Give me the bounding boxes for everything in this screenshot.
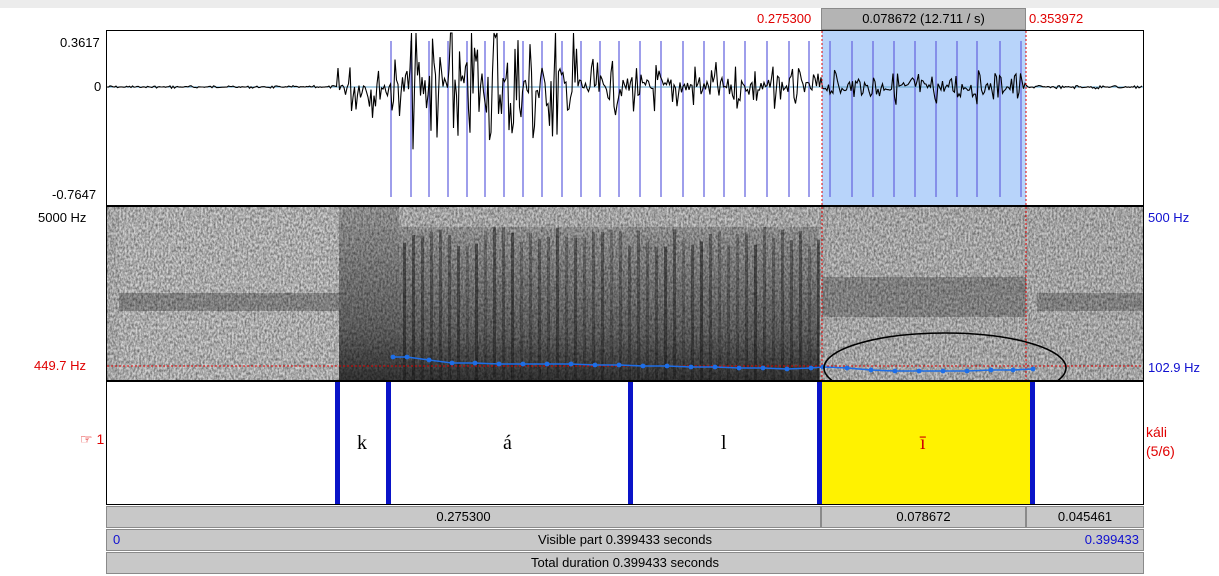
pitch-point: [426, 357, 432, 363]
pitch-point: [520, 361, 526, 367]
waveform-max-label: 0.3617: [60, 35, 100, 50]
pitch-point: [940, 368, 946, 374]
pitch-point: [544, 361, 550, 367]
interval-label-i[interactable]: ī: [920, 432, 926, 454]
pitch-point: [472, 360, 478, 366]
pitch-point: [664, 363, 670, 369]
tier-count-label: (5/6): [1146, 443, 1175, 459]
pitch-point: [592, 362, 598, 368]
visible-end-label: 0.399433: [1084, 532, 1139, 547]
pitch-point: [916, 368, 922, 374]
pitch-point: [712, 364, 718, 370]
pitch-point: [760, 365, 766, 371]
pitch-point: [1010, 367, 1016, 373]
tier-name-label: káli: [1146, 424, 1168, 440]
pitch-point: [784, 366, 790, 372]
waveform-zero-label: 0: [94, 79, 102, 94]
visible-part-bar[interactable]: 0 Visible part 0.399433 seconds 0.399433: [106, 529, 1144, 551]
waveform-selection-highlight: [822, 31, 1026, 205]
duration-before-bar[interactable]: 0.275300: [106, 506, 821, 528]
boundary-4[interactable]: [817, 382, 822, 504]
boundary-3[interactable]: [628, 382, 633, 504]
visible-part-label: Visible part 0.399433 seconds: [538, 532, 712, 547]
spectrogram-panel[interactable]: [106, 206, 1144, 381]
duration-after-bar[interactable]: 0.045461: [1026, 506, 1144, 528]
annotation-ellipse: [823, 332, 1067, 380]
pitch-point: [404, 354, 410, 360]
pitch-point: [568, 361, 574, 367]
pitch-point: [868, 367, 874, 373]
selection-end-label: 0.353972: [1029, 11, 1084, 26]
selection-duration-label: 0.078672 (12.711 / s): [862, 11, 985, 26]
waveform-min-label: -0.7647: [52, 187, 97, 202]
interval-label-a[interactable]: á: [503, 432, 512, 454]
pitch-point: [844, 365, 850, 371]
pitch-top-label: 500 Hz: [1148, 210, 1190, 225]
pitch-points: [390, 354, 1036, 374]
visible-start-label: 0: [113, 532, 121, 547]
pitch-point: [892, 368, 898, 374]
pitch-point: [964, 368, 970, 374]
pitch-point: [736, 365, 742, 371]
pitch-point: [616, 362, 622, 368]
pitch-bottom-label: 102.9 Hz: [1148, 360, 1201, 375]
pitch-point: [988, 367, 994, 373]
pulse-marks: [390, 41, 1022, 197]
selection-duration-bar[interactable]: 0.078672 (12.711 / s): [821, 8, 1026, 30]
duration-selected-bar[interactable]: 0.078672: [821, 506, 1026, 528]
spectrogram-cursor-freq-label: 449.7 Hz: [34, 358, 87, 373]
textgrid-tier[interactable]: k á l ī: [106, 381, 1144, 505]
waveform-trace: [107, 32, 1143, 150]
interval-label-l[interactable]: l: [721, 432, 727, 454]
pitch-point: [808, 365, 814, 371]
interval-label-k[interactable]: k: [357, 432, 367, 454]
spectrogram-top-freq-label: 5000 Hz: [38, 210, 87, 225]
boundary-2[interactable]: [386, 382, 391, 504]
pitch-point: [390, 354, 396, 360]
pitch-point: [640, 363, 646, 369]
waveform-panel[interactable]: [106, 30, 1144, 206]
waveform-plot: [107, 31, 1143, 205]
selected-interval-highlight[interactable]: [821, 382, 1031, 504]
pitch-point: [449, 360, 455, 366]
total-duration-bar[interactable]: Total duration 0.399433 seconds: [106, 552, 1144, 574]
pitch-point: [688, 364, 694, 370]
pitch-point: [496, 361, 502, 367]
top-strip: [0, 0, 1219, 8]
boundary-1[interactable]: [335, 382, 340, 504]
spectrogram-plot: [107, 207, 1143, 380]
pitch-point: [1030, 366, 1036, 372]
boundary-5[interactable]: [1030, 382, 1035, 504]
tier-number-label[interactable]: ☞ 1: [80, 431, 105, 447]
selection-start-label: 0.275300: [757, 11, 812, 26]
